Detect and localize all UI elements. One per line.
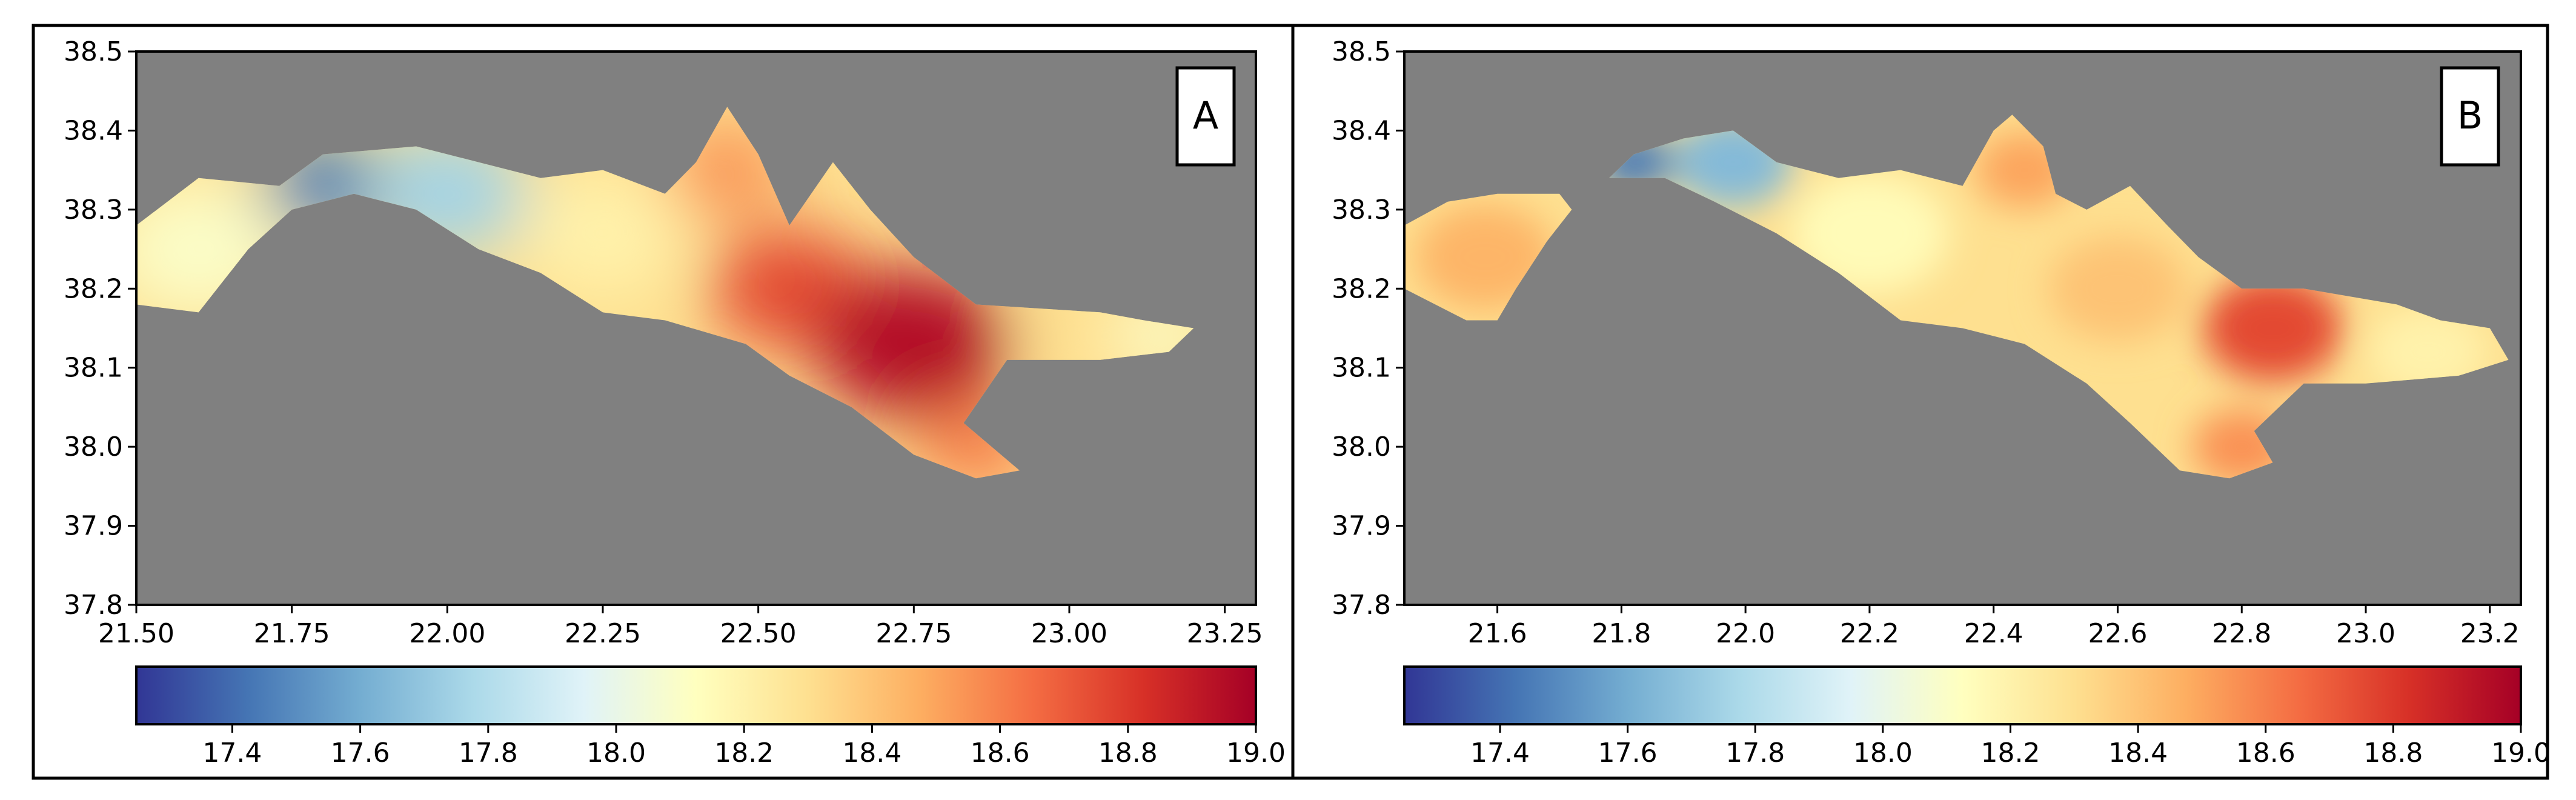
colorbar-tick-label: 19.0 <box>1226 738 1286 768</box>
y-tick-label: 38.5 <box>64 36 123 67</box>
x-tick-label: 22.2 <box>1840 618 1899 649</box>
x-tick-label: 21.75 <box>254 618 330 649</box>
colorbar-a: 17.4 17.6 17.8 18.0 18.2 18.4 18.6 18.8 19.0 <box>135 665 1286 768</box>
field-value-blob <box>523 172 683 295</box>
panel-b: 38.538.438.338.238.138.037.937.8 21.6 21.… <box>1332 36 2551 768</box>
y-tick-label: 38.5 <box>1332 36 1391 67</box>
y-tick-label: 38.1 <box>64 353 123 384</box>
x-axis-b: 21.6 21.8 22.0 22.2 22.4 22.6 22.8 23.0 23.2 <box>1468 605 2520 649</box>
colorbar-tick-label: 18.4 <box>2108 738 2168 768</box>
x-axis-a: 21.50 21.75 22.00 22.25 22.50 22.75 23.00 23.25 <box>98 605 1263 649</box>
colorbar-tick-label: 17.4 <box>1470 738 1530 768</box>
x-tick-label: 22.00 <box>409 618 485 649</box>
x-tick-label: 22.25 <box>565 618 641 649</box>
x-tick-label: 21.50 <box>98 618 174 649</box>
y-tick-label: 38.0 <box>1332 432 1391 462</box>
field-value-blob <box>1790 172 1949 295</box>
colorbar-tick-label: 17.8 <box>459 738 518 768</box>
x-tick-label: 21.6 <box>1468 618 1527 649</box>
x-tick-label: 23.2 <box>2460 618 2520 649</box>
y-tick-label: 37.9 <box>64 511 123 542</box>
colorbar-b: 17.4 17.6 17.8 18.0 18.2 18.4 18.6 18.8 19.0 <box>1403 665 2551 768</box>
x-tick-label: 23.25 <box>1187 618 1263 649</box>
x-tick-label: 22.6 <box>2088 618 2147 649</box>
colorbar-tick-label: 18.0 <box>1853 738 1913 768</box>
colorbar-tick-label: 18.0 <box>586 738 646 768</box>
x-tick-label: 22.4 <box>1964 618 2023 649</box>
y-tick-label: 38.2 <box>64 273 123 304</box>
figure-frame <box>32 24 2549 780</box>
axes-frame-a <box>135 50 1257 606</box>
y-tick-label: 38.4 <box>64 115 123 146</box>
colorbar-tick-label: 18.2 <box>1981 738 2040 768</box>
x-tick-label: 23.00 <box>1031 618 1107 649</box>
y-tick-label: 38.1 <box>1332 353 1391 384</box>
y-tick-label: 37.8 <box>1332 590 1391 621</box>
axes-frame-b <box>1403 50 2522 606</box>
y-tick-label: 38.2 <box>1332 273 1391 304</box>
colorbar-tick-label: 17.6 <box>1598 738 1658 768</box>
y-axis-b: 38.5 38.4 38.3 38.2 38.1 38.0 37.9 37.8 <box>1332 36 1404 621</box>
colorbar-gradient-a <box>135 665 1257 725</box>
x-tick-label: 22.75 <box>875 618 952 649</box>
colorbar-tick-label: 18.6 <box>971 738 1030 768</box>
x-tick-label: 22.8 <box>2212 618 2271 649</box>
x-tick-label: 21.8 <box>1592 618 1651 649</box>
y-tick-label: 38.0 <box>64 432 123 462</box>
colorbar-gradient-b <box>1403 665 2522 725</box>
colorbar-tick-label: 18.4 <box>842 738 901 768</box>
field-value-blob <box>814 268 1014 420</box>
panel-label-a: A <box>1193 93 1218 138</box>
y-tick-label: 38.3 <box>1332 195 1391 225</box>
colorbar-tick-label: 17.6 <box>331 738 390 768</box>
y-tick-label: 37.8 <box>64 590 123 621</box>
y-tick-label: 38.3 <box>64 195 123 225</box>
colorbar-ticks-b: 17.4 17.6 17.8 18.0 18.2 18.4 18.6 18.8 19.0 <box>1470 724 2551 768</box>
field-value-blob <box>2203 275 2343 382</box>
colorbar-tick-label: 18.6 <box>2236 738 2295 768</box>
panel-label-box-b: B <box>2440 66 2500 167</box>
x-tick-label: 23.0 <box>2336 618 2395 649</box>
colorbar-tick-label: 18.2 <box>714 738 774 768</box>
x-tick-label: 22.50 <box>720 618 797 649</box>
x-tick-label: 22.0 <box>1716 618 1775 649</box>
colorbar-tick-label: 17.4 <box>202 738 262 768</box>
y-tick-label: 38.4 <box>1332 115 1391 146</box>
panel-label-b: B <box>2457 93 2483 138</box>
colorbar-tick-label: 19.0 <box>2491 738 2551 768</box>
panel-a: 38.538.438.338.238.138.037.937.8 21.50 21… <box>64 36 1286 768</box>
y-axis-a: 38.5 38.4 38.3 38.2 38.1 38.0 37.9 37.8 <box>64 36 136 621</box>
colorbar-tick-label: 18.8 <box>1098 738 1158 768</box>
panel-label-box-a: A <box>1175 66 1236 167</box>
field-value-blob <box>2048 235 2188 342</box>
colorbar-tick-label: 17.8 <box>1725 738 1785 768</box>
field-value-blob <box>2368 306 2488 398</box>
colorbar-tick-label: 18.8 <box>2363 738 2423 768</box>
y-tick-label: 37.9 <box>1332 511 1391 542</box>
colorbar-ticks-a: 17.4 17.6 17.8 18.0 18.2 18.4 18.6 18.8 19.0 <box>202 724 1286 768</box>
